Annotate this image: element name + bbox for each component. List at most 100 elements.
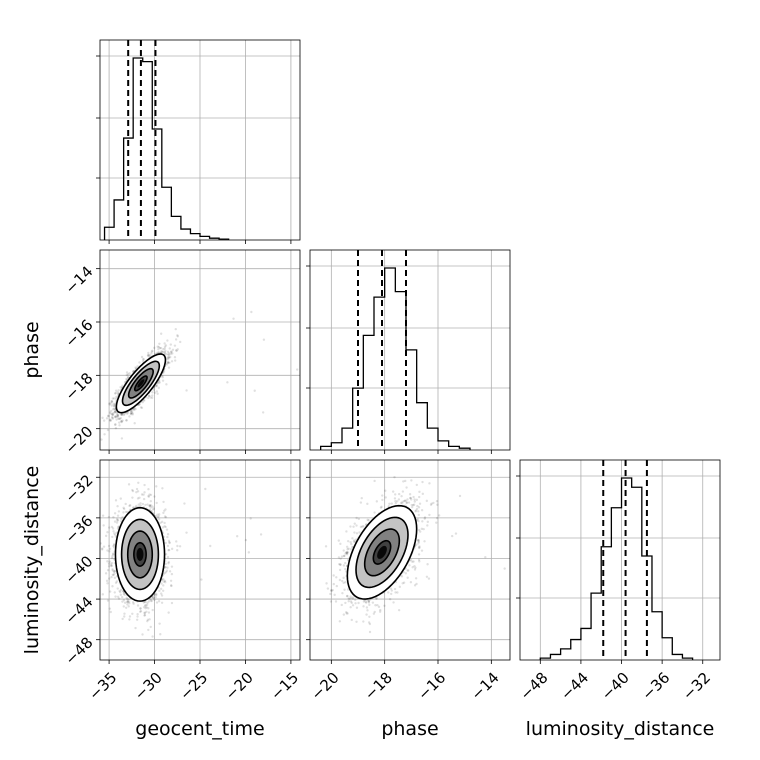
scatter-point: [101, 514, 105, 517]
scatter-point: [169, 350, 173, 354]
scatter-point: [107, 562, 111, 565]
scatter-point: [394, 500, 397, 503]
scatter-point: [108, 560, 112, 563]
scatter-point: [148, 504, 152, 508]
scatter-point: [151, 505, 154, 508]
scatter-point: [394, 501, 398, 505]
scatter-point: [167, 361, 170, 364]
scatter-point: [136, 615, 139, 618]
scatter-point: [120, 517, 123, 521]
scatter-point: [119, 588, 123, 592]
scatter-point: [129, 409, 133, 413]
scatter-point: [373, 511, 376, 514]
scatter-point: [124, 510, 128, 514]
joint-panel-phase-luminosity_distance: [306, 459, 511, 664]
scatter-point: [117, 510, 121, 513]
scatter-point: [155, 384, 158, 388]
scatter-point: [121, 600, 124, 603]
scatter-point: [109, 402, 112, 405]
scatter-point: [108, 402, 111, 405]
scatter-point: [125, 373, 129, 377]
scatter-point: [111, 397, 115, 400]
scatter-point: [146, 396, 150, 400]
scatter-point: [410, 503, 413, 507]
scatter-point: [120, 413, 123, 416]
scatter-point: [124, 606, 128, 609]
scatter-point: [102, 524, 105, 527]
scatter-point: [125, 596, 128, 600]
scatter-point: [119, 385, 122, 389]
scatter-point: [128, 618, 131, 621]
contour-line: [115, 353, 167, 414]
scatter-point: [160, 350, 164, 353]
scatter-point: [163, 509, 166, 512]
scatter-point: [329, 600, 333, 603]
scatter-point: [161, 374, 164, 378]
scatter-point: [146, 354, 150, 357]
scatter-point: [200, 578, 203, 581]
scatter-point: [393, 493, 397, 496]
scatter-point: [232, 317, 235, 320]
scatter-point: [262, 338, 266, 341]
scatter-point: [348, 597, 351, 601]
scatter-point: [141, 502, 145, 506]
scatter-point: [174, 327, 177, 331]
scatter-point: [183, 502, 186, 505]
marginal-histogram-geocent_time: [96, 39, 301, 244]
scatter-point: [111, 569, 115, 572]
scatter-point: [157, 600, 161, 603]
scatter-point: [151, 349, 154, 353]
scatter-point: [136, 604, 140, 607]
scatter-point: [106, 414, 110, 418]
scatter-point: [117, 417, 120, 420]
scatter-point: [161, 526, 165, 529]
scatter-point: [126, 411, 129, 414]
scatter-point: [123, 601, 127, 604]
scatter-point: [119, 416, 123, 420]
scatter-point: [148, 504, 151, 508]
scatter-point: [170, 601, 174, 605]
scatter-point: [174, 359, 177, 362]
scatter-point: [126, 603, 129, 606]
scatter-point: [244, 538, 248, 542]
scatter-point: [167, 560, 171, 564]
scatter-point: [143, 491, 146, 494]
scatter-point: [144, 503, 147, 507]
scatter-point: [418, 502, 422, 505]
scatter-point: [112, 402, 115, 406]
scatter-point: [151, 635, 154, 638]
scatter-point: [111, 412, 115, 415]
scatter-point: [144, 600, 147, 604]
scatter-point: [105, 417, 109, 420]
scatter-point: [355, 524, 358, 527]
density-peak: [136, 547, 144, 561]
scatter-point: [164, 508, 167, 511]
scatter-point: [142, 605, 146, 609]
scatter-point: [142, 493, 145, 496]
scatter-point: [116, 519, 120, 522]
scatter-point: [104, 572, 108, 575]
scatter-point: [118, 424, 121, 427]
scatter-point: [161, 487, 164, 490]
scatter-point: [127, 598, 130, 601]
scatter-point: [142, 358, 145, 361]
panel-frame: [99, 249, 301, 451]
scatter-point: [176, 335, 180, 338]
scatter-point: [139, 607, 142, 610]
contour-line: [127, 367, 154, 399]
scatter-point: [410, 479, 413, 482]
scatter-point: [106, 599, 110, 602]
scatter-point: [116, 514, 120, 517]
scatter-point: [149, 506, 152, 509]
scatter-point: [340, 603, 343, 607]
scatter-point: [144, 606, 147, 610]
scatter-point: [170, 565, 174, 568]
scatter-point: [167, 548, 170, 552]
scatter-point: [163, 579, 167, 583]
scatter-point: [117, 389, 120, 392]
scatter-point: [161, 589, 165, 593]
scatter-point: [105, 579, 109, 583]
scatter-point: [125, 419, 128, 422]
scatter-point: [144, 604, 147, 607]
scatter-point: [109, 610, 112, 614]
